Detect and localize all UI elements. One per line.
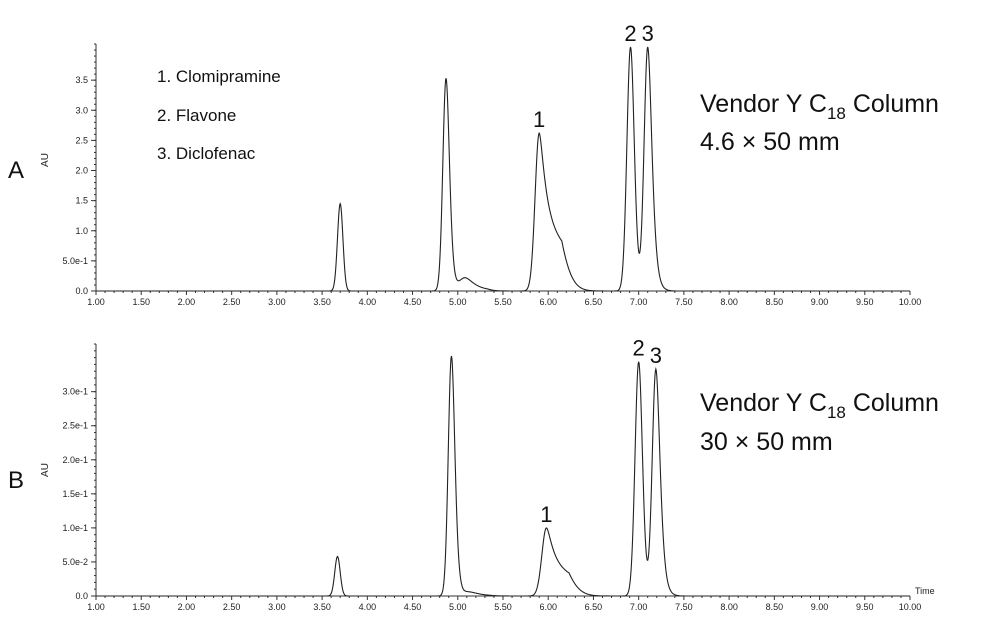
panel-b-y-tick-label: 5.0e-2 — [62, 557, 88, 567]
panel-b-x-tick-label: 9.00 — [811, 602, 829, 612]
panel-b-column-dimensions: 30 × 50 mm — [700, 428, 833, 456]
panel-a-x-tick-label: 4.50 — [404, 297, 422, 307]
panel-a-legend: 1. Clomipramine 2. Flavone 3. Diclofenac — [157, 67, 281, 163]
panel-b-x-tick-label: 7.00 — [630, 602, 648, 612]
panel-a: A AU 1. Clomipramine 2. Flavone 3. Diclo… — [8, 21, 939, 307]
panel-a-x-tick-label: 5.50 — [494, 297, 512, 307]
panel-a-column-dimensions: 4.6 × 50 mm — [700, 128, 840, 156]
panel-b: B AU Time Vendor Y C18 Column 30 × 50 mm… — [8, 336, 939, 612]
panel-a-x-tick-label: 7.50 — [675, 297, 693, 307]
panel-a-x-tick-label: 7.00 — [630, 297, 648, 307]
panel-b-peak-label-2: 2 — [633, 336, 645, 361]
legend-entry-clomipramine: 1. Clomipramine — [157, 67, 281, 86]
panel-b-column-name: Vendor Y C18 Column — [700, 389, 939, 422]
panel-b-x-tick-label: 3.50 — [313, 602, 331, 612]
panel-b-x-tick-label: 9.50 — [856, 602, 874, 612]
legend-entry-flavone: 2. Flavone — [157, 106, 236, 125]
panel-b-trace — [96, 355, 910, 597]
panel-a-x-tick-label: 8.00 — [720, 297, 738, 307]
panel-b-x-tick-label: 1.00 — [87, 602, 105, 612]
panel-a-y-tick-label: 3.5 — [75, 75, 88, 85]
panel-a-letter: A — [8, 157, 24, 184]
panel-b-x-tick-label: 4.50 — [404, 602, 422, 612]
panel-b-x-tick-label: 1.50 — [132, 602, 150, 612]
panel-a-trace — [96, 46, 910, 292]
panel-b-x-tick-label: 10.00 — [899, 602, 922, 612]
panel-a-peak-label-2: 2 — [624, 21, 636, 46]
panel-a-y-tick-label: 5.0e-1 — [62, 256, 88, 266]
panel-a-x-tick-label: 4.00 — [359, 297, 377, 307]
panel-b-x-tick-label: 2.50 — [223, 602, 241, 612]
panel-a-x-tick-label: 8.50 — [766, 297, 784, 307]
panel-b-x-tick-label: 4.00 — [359, 602, 377, 612]
panel-b-x-tick-label: 3.00 — [268, 602, 286, 612]
panel-b-y-tick-label: 0.0 — [75, 591, 88, 601]
legend-entry-diclofenac: 3. Diclofenac — [157, 144, 256, 163]
panel-a-y-tick-label: 2.5 — [75, 135, 88, 145]
panel-a-peak-label-3: 3 — [642, 21, 654, 46]
panel-b-y-tick-label: 2.5e-1 — [62, 421, 88, 431]
panel-a-x-tick-label: 2.00 — [178, 297, 196, 307]
panel-b-y-tick-label: 3.0e-1 — [62, 387, 88, 397]
panel-a-x-tick-label: 3.50 — [313, 297, 331, 307]
panel-a-peak-label-1: 1 — [533, 107, 545, 132]
panel-a-x-tick-label: 6.00 — [539, 297, 557, 307]
panel-b-y-axis-label: AU — [40, 463, 51, 477]
panel-a-y-tick-label: 1.0 — [75, 226, 88, 236]
panel-a-x-tick-label: 1.00 — [87, 297, 105, 307]
panel-a-y-axis-label: AU — [40, 153, 51, 167]
panel-a-x-tick-label: 5.00 — [449, 297, 467, 307]
panel-b-x-tick-label: 6.50 — [585, 602, 603, 612]
panel-a-x-tick-label: 6.50 — [585, 297, 603, 307]
panel-a-x-tick-label: 9.50 — [856, 297, 874, 307]
panel-b-peak-label-3: 3 — [650, 343, 662, 368]
panel-b-x-tick-label: 8.50 — [766, 602, 784, 612]
panel-a-y-tick-label: 1.5 — [75, 196, 88, 206]
panel-b-x-tick-label: 8.00 — [720, 602, 738, 612]
panel-b-x-tick-label: 7.50 — [675, 602, 693, 612]
panel-b-letter: B — [8, 467, 24, 494]
panel-b-peak-label-1: 1 — [540, 502, 552, 527]
panel-b-y-tick-label: 2.0e-1 — [62, 455, 88, 465]
panel-b-y-tick-label: 1.5e-1 — [62, 489, 88, 499]
panel-b-y-tick-label: 1.0e-1 — [62, 523, 88, 533]
panel-b-x-tick-label: 2.00 — [178, 602, 196, 612]
panel-b-x-axis-label: Time — [915, 586, 935, 596]
panel-b-x-tick-label: 6.00 — [539, 602, 557, 612]
panel-a-x-tick-label: 3.00 — [268, 297, 286, 307]
panel-a-y-tick-label: 2.0 — [75, 166, 88, 176]
panel-a-x-tick-label: 2.50 — [223, 297, 241, 307]
panel-a-column-name: Vendor Y C18 Column — [700, 90, 939, 123]
panel-b-x-tick-label: 5.00 — [449, 602, 467, 612]
panel-a-y-tick-label: 3.0 — [75, 105, 88, 115]
panel-b-x-tick-label: 5.50 — [494, 602, 512, 612]
panel-a-x-tick-label: 9.00 — [811, 297, 829, 307]
panel-a-x-tick-label: 10.00 — [899, 297, 922, 307]
panel-a-y-tick-label: 0.0 — [75, 286, 88, 296]
panel-a-x-tick-label: 1.50 — [132, 297, 150, 307]
